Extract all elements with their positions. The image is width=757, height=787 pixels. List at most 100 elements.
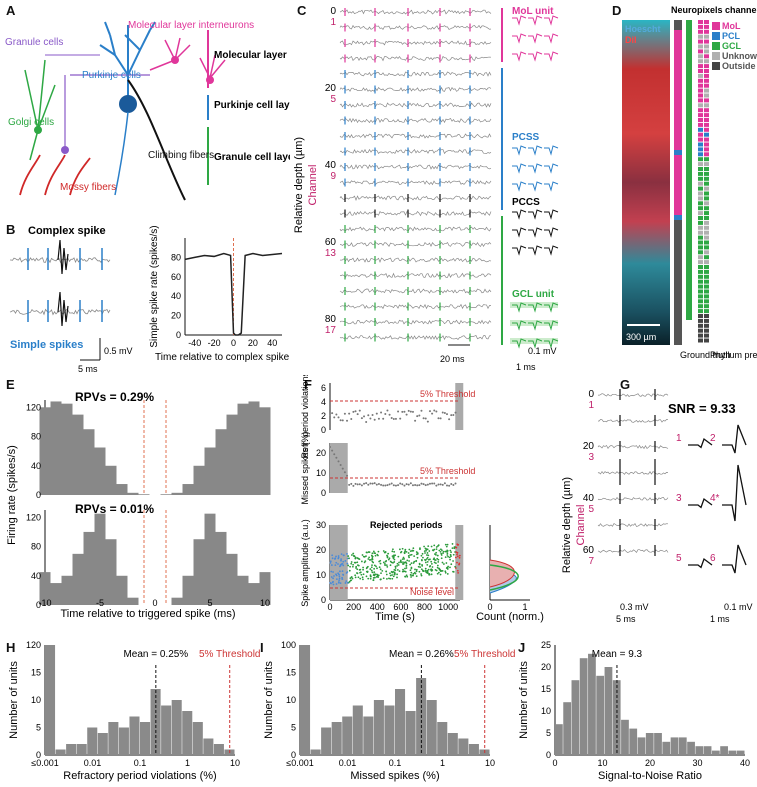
prediction-cell (704, 73, 709, 78)
g-trace (597, 444, 669, 450)
f3-point (356, 561, 359, 564)
f3-point (398, 561, 400, 564)
prediction-cell (704, 323, 709, 328)
g-wave-label: 3 (676, 493, 682, 504)
f3-point (378, 566, 381, 569)
waveform (528, 209, 543, 220)
f1-point (354, 410, 357, 413)
legend-swatch (712, 62, 720, 70)
f1-point (348, 412, 351, 415)
f3-point (435, 551, 438, 554)
complex-spike-mark (57, 239, 69, 275)
b-rate-line (184, 252, 283, 336)
f1-point (394, 417, 397, 420)
f3-point (403, 561, 406, 564)
waveform (544, 209, 559, 220)
f3-point (358, 558, 361, 561)
tick-label: 10 (485, 758, 495, 768)
hist-bar (678, 737, 687, 755)
f3-ylabel: Spike amplitude (a.u.) (300, 519, 310, 607)
tick-label: 0 (552, 758, 557, 768)
f2-point (346, 474, 349, 477)
prediction-cell (704, 39, 709, 44)
prediction-cell (704, 162, 709, 167)
tick-label: 400 (370, 602, 385, 612)
waveform-shade (526, 338, 542, 344)
prediction-cell (704, 137, 709, 142)
f1-point (426, 420, 429, 423)
f1-point (392, 417, 395, 420)
tick-label: 0 (231, 338, 236, 348)
f3-point (338, 579, 341, 582)
f3-point (402, 561, 404, 564)
f3-point (454, 565, 457, 568)
histo-scale: 300 µm (626, 332, 656, 342)
f3-point (330, 570, 333, 573)
tick-label: 40 (740, 758, 750, 768)
f1-point (452, 413, 455, 416)
g-scale-ms: 5 ms (616, 614, 636, 624)
f3-point (428, 565, 431, 568)
waveform (544, 245, 559, 256)
prediction-cell (698, 333, 703, 338)
f3-point (424, 559, 427, 562)
stain-dii: DiI (625, 35, 637, 45)
e-bar (248, 401, 260, 495)
hist-bar (66, 744, 77, 755)
f3-point (354, 574, 357, 577)
f3-point (353, 555, 356, 558)
f3-point (431, 566, 434, 568)
f3-point (410, 553, 413, 556)
prediction-cell (698, 255, 703, 260)
hist-bar (654, 733, 662, 755)
f3-point (415, 568, 418, 571)
channel-trace (339, 148, 492, 155)
f3-point (386, 555, 389, 558)
legend-label: Unknown (722, 51, 757, 61)
e-bar (259, 572, 271, 605)
f3-point (415, 553, 418, 556)
f3-point (333, 575, 335, 577)
g-trace (597, 419, 669, 423)
waveform (528, 245, 543, 256)
label-mossy: Mossy fibers (60, 182, 116, 193)
tick-label: 0 (321, 595, 326, 605)
rejected-label: Rejected periods (370, 520, 443, 530)
tick-label: 10 (316, 570, 326, 580)
f3-point (372, 550, 375, 553)
hist-bar (363, 716, 374, 755)
prediction-cell (698, 54, 703, 59)
tick-label: 25 (541, 640, 551, 650)
f3-point (410, 571, 413, 574)
prediction-cell (698, 49, 703, 54)
f3-point (446, 573, 449, 575)
prediction-cell (698, 78, 703, 83)
tick-label: 10 (541, 706, 551, 716)
waveform (544, 320, 559, 331)
f1-point (433, 409, 436, 412)
f3-point (424, 567, 427, 570)
f3-point (330, 582, 332, 585)
tick-label: 15 (286, 668, 296, 678)
f3-point (372, 579, 375, 581)
prediction-cell (698, 64, 703, 69)
f1-point (422, 417, 425, 420)
waveform (528, 15, 543, 26)
channel-trace (339, 288, 492, 294)
tick-label: 10 (597, 758, 607, 768)
hist-bar (384, 705, 395, 755)
f2-point (367, 483, 370, 486)
waveform-shade (526, 320, 542, 326)
pccs-label: PCCS (512, 197, 540, 208)
tick-label: 0.01 (339, 758, 357, 768)
b-ylabel: Simple spike rate (spikes/s) (149, 225, 160, 347)
f3-point (346, 581, 349, 584)
f3-point (360, 573, 363, 576)
prediction-cell (704, 59, 709, 64)
waveform (544, 163, 559, 174)
hist-bar (563, 702, 572, 755)
f3-point (373, 564, 376, 567)
prediction-cell (698, 289, 703, 294)
prediction-cell (698, 196, 703, 201)
